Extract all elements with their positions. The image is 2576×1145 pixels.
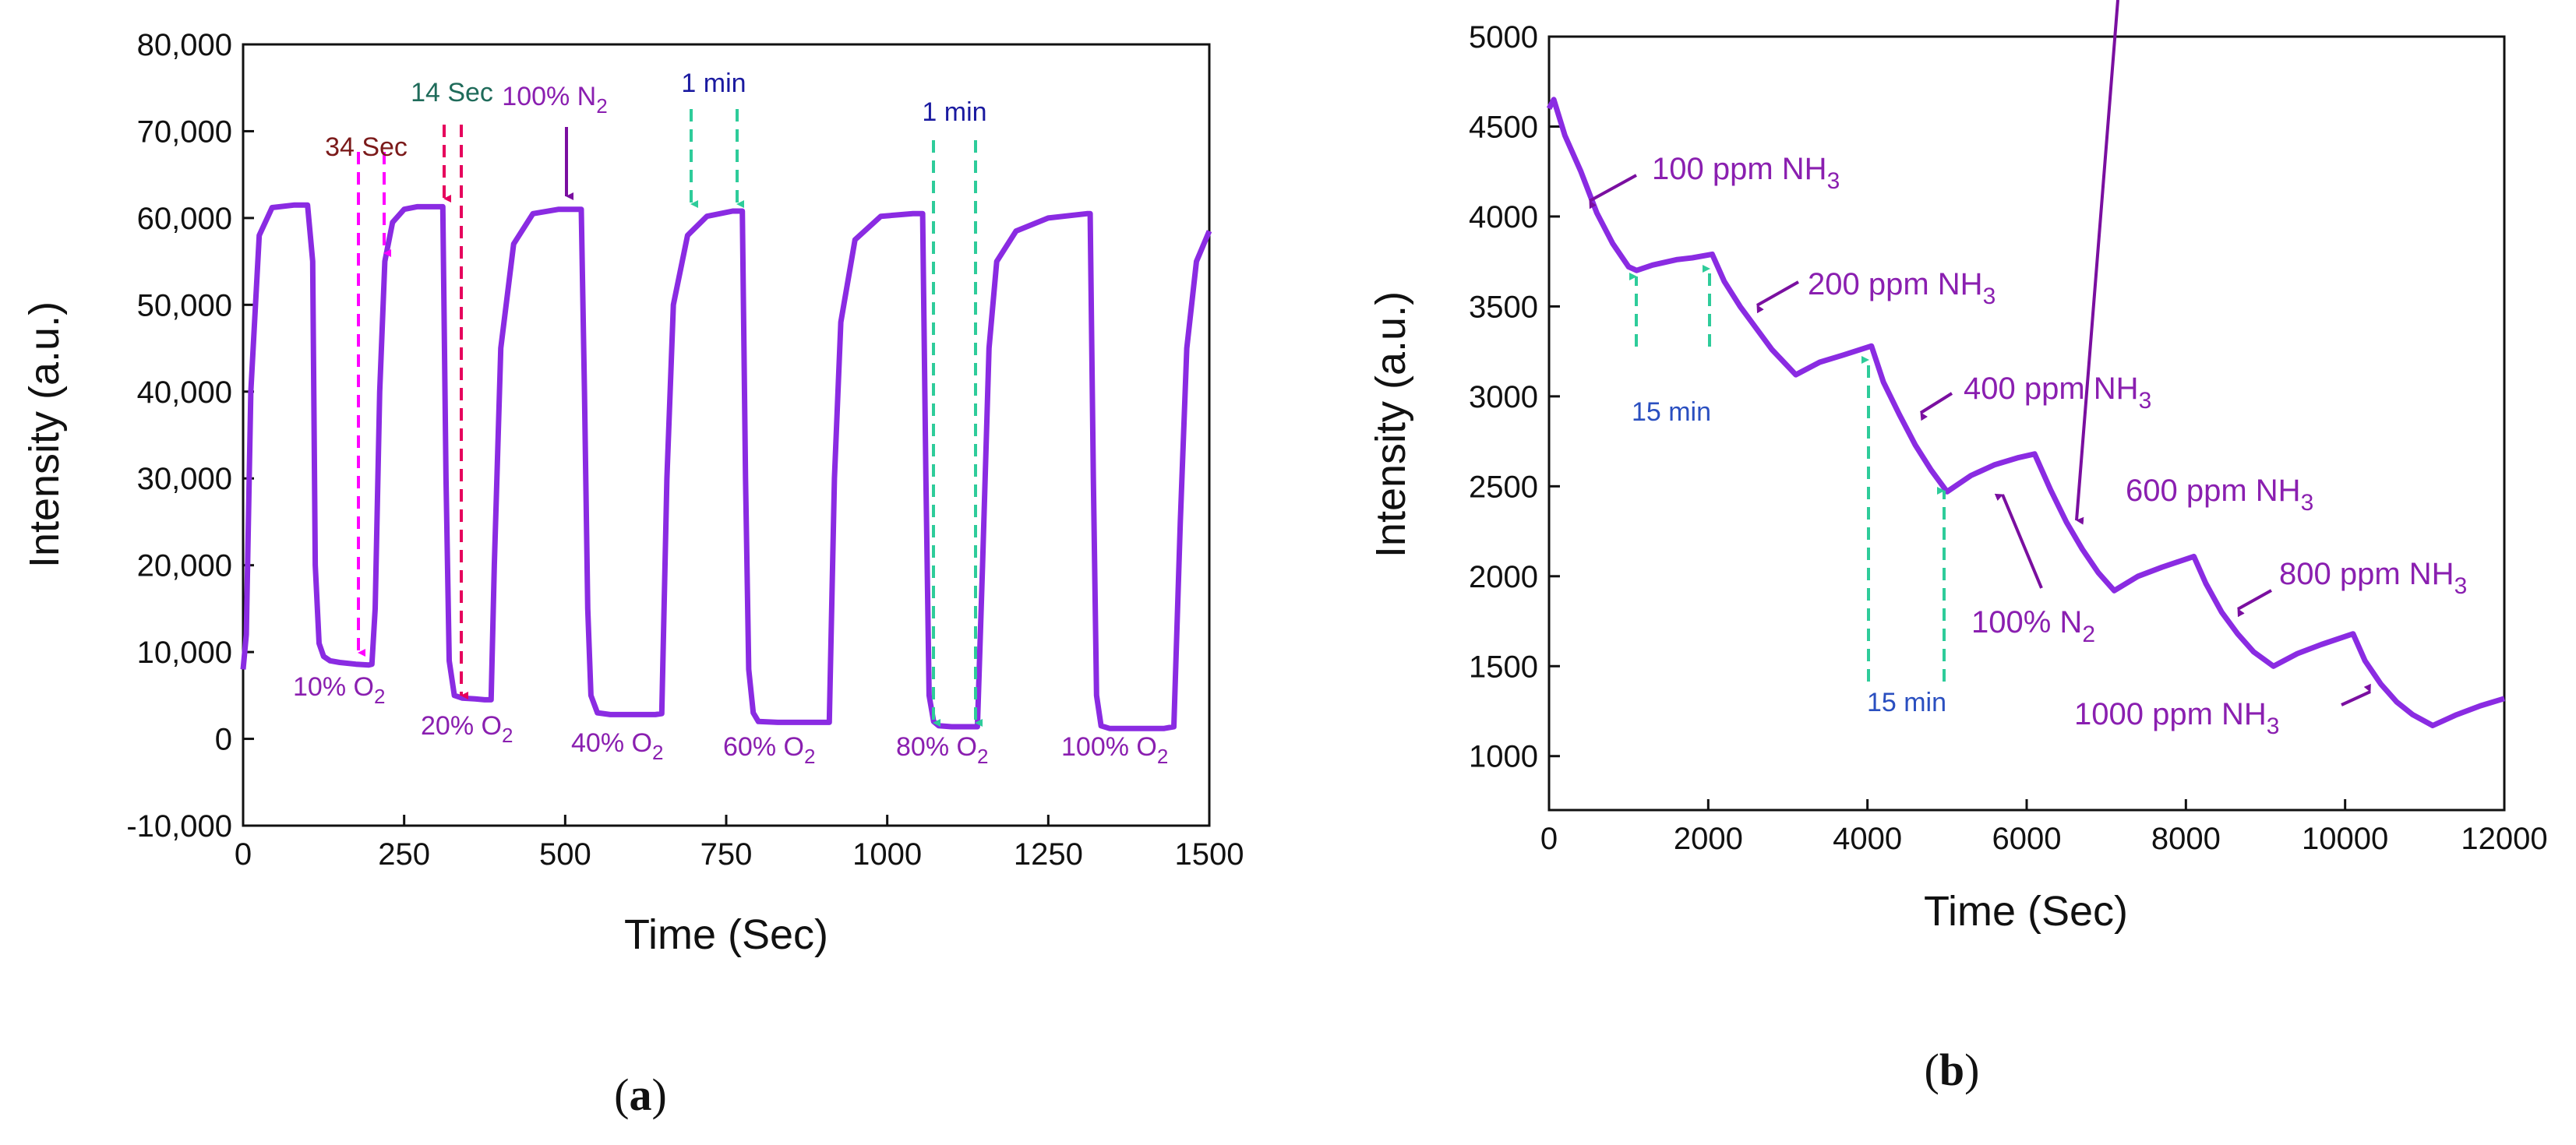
label-100n2-b: 100% N2 <box>1971 605 2095 647</box>
x-tick-label-a: 1250 <box>1014 837 1083 872</box>
label-60o2: 60% O2 <box>723 732 815 768</box>
y-tick-label-b: 1000 <box>1469 740 1538 774</box>
y-tick-label-a: 60,000 <box>137 202 232 236</box>
y-tick-label-a: 10,000 <box>137 636 232 670</box>
y-tick-label-a: 80,000 <box>137 28 232 62</box>
label-20o2: 20% O2 <box>421 711 513 747</box>
label-400ppm: 400 ppm NH3 <box>1964 372 2151 414</box>
x-tick-label-b: 0 <box>1540 822 1558 856</box>
y-axis-label-b: Intensity (a.u.) <box>1367 291 1414 558</box>
x-tick-label-a: 500 <box>539 837 591 872</box>
panel-label-a: (a) <box>614 1069 667 1120</box>
ticks-a: 0 250 500 750 1000 1250 1500-10,000010,00020,0… <box>126 28 1244 872</box>
x-tick-label-b: 6000 <box>1992 822 2062 856</box>
x-tick-label-b: 4000 <box>1833 822 1902 856</box>
y-tick-label-a: 30,000 <box>137 462 232 496</box>
y-tick-label-b: 5000 <box>1469 20 1538 55</box>
x-tick-label-a: 0 <box>235 837 252 872</box>
y-axis-label-a: Intensity (a.u.) <box>21 301 68 568</box>
label-600ppm: 600 ppm NH3 <box>2126 474 2313 516</box>
x-tick-label-b: 2000 <box>1674 822 1743 856</box>
label-100o2: 100% O2 <box>1061 732 1168 768</box>
y-tick-label-a: 70,000 <box>137 114 232 149</box>
x-tick-label-b: 8000 <box>2151 822 2221 856</box>
label-200ppm: 200 ppm NH3 <box>1808 267 1996 309</box>
panel-b: 0 2000 4000 6000 8000 10000 12000 1000 1500 2000 2… <box>1367 0 2548 1095</box>
panel-label-b: (b) <box>1925 1045 1980 1095</box>
panel-a: 0 250 500 750 1000 1250 1500-10,000010,00020,0… <box>21 28 1244 1120</box>
label-40o2: 40% O2 <box>571 728 663 764</box>
y-tick-label-b: 3500 <box>1469 290 1538 324</box>
y-tick-label-b: 4000 <box>1469 200 1538 234</box>
label-1min-a: 1 min <box>681 69 746 98</box>
x-tick-label-a: 1500 <box>1175 837 1244 872</box>
x-axis-label-a: Time (Sec) <box>624 911 828 958</box>
arrow-1000ppm <box>2341 683 2371 706</box>
x-tick-label-a: 1000 <box>852 837 922 872</box>
arrow-400ppm <box>1919 392 1953 421</box>
ticks-b: 0 2000 4000 6000 8000 10000 12000 1000 1500 2000 2… <box>1469 20 2548 856</box>
label-1000ppm: 1000 ppm NH3 <box>2074 697 2279 739</box>
arrow-600ppm <box>2075 0 2119 525</box>
label-34sec: 34 Sec <box>325 132 408 162</box>
annotation-arrows-b <box>1589 0 2371 706</box>
label-15min-a: 15 min <box>1632 397 1711 427</box>
arrow-200ppm <box>1756 280 1799 314</box>
series-line-a <box>240 202 1212 731</box>
y-tick-label-a: 50,000 <box>137 288 232 322</box>
label-14sec: 14 Sec <box>411 78 493 107</box>
y-tick-label-b: 4500 <box>1469 110 1538 144</box>
y-tick-label-b: 2000 <box>1469 560 1538 594</box>
label-1min-b: 1 min <box>922 97 986 127</box>
y-tick-label-b: 1500 <box>1469 650 1538 684</box>
y-tick-label-a: -10,000 <box>126 809 232 844</box>
arrow-100ppm <box>1589 174 1637 210</box>
label-80o2: 80% O2 <box>896 732 988 768</box>
x-tick-label-b: 12000 <box>2461 822 2547 856</box>
y-tick-label-a: 0 <box>215 723 232 757</box>
x-tick-label-b: 10000 <box>2302 822 2388 856</box>
arrow-100n2-b <box>1994 493 2043 589</box>
y-tick-label-a: 20,000 <box>137 549 232 583</box>
label-800ppm: 800 ppm NH3 <box>2279 557 2467 599</box>
x-tick-label-a: 250 <box>378 837 430 872</box>
y-tick-label-a: 40,000 <box>137 375 232 410</box>
label-15min-b: 15 min <box>1867 688 1946 717</box>
y-tick-label-b: 2500 <box>1469 470 1538 504</box>
label-100n2-a: 100% N2 <box>502 82 607 118</box>
annotation-arrows-a <box>357 109 983 727</box>
label-10o2: 10% O2 <box>293 672 385 708</box>
arrow-800ppm <box>2237 589 2272 618</box>
y-tick-label-b: 3000 <box>1469 380 1538 414</box>
x-tick-label-a: 750 <box>700 837 753 872</box>
label-100ppm: 100 ppm NH3 <box>1652 152 1840 194</box>
x-axis-label-b: Time (Sec) <box>1924 888 2128 935</box>
series-line-b <box>1546 97 2506 728</box>
